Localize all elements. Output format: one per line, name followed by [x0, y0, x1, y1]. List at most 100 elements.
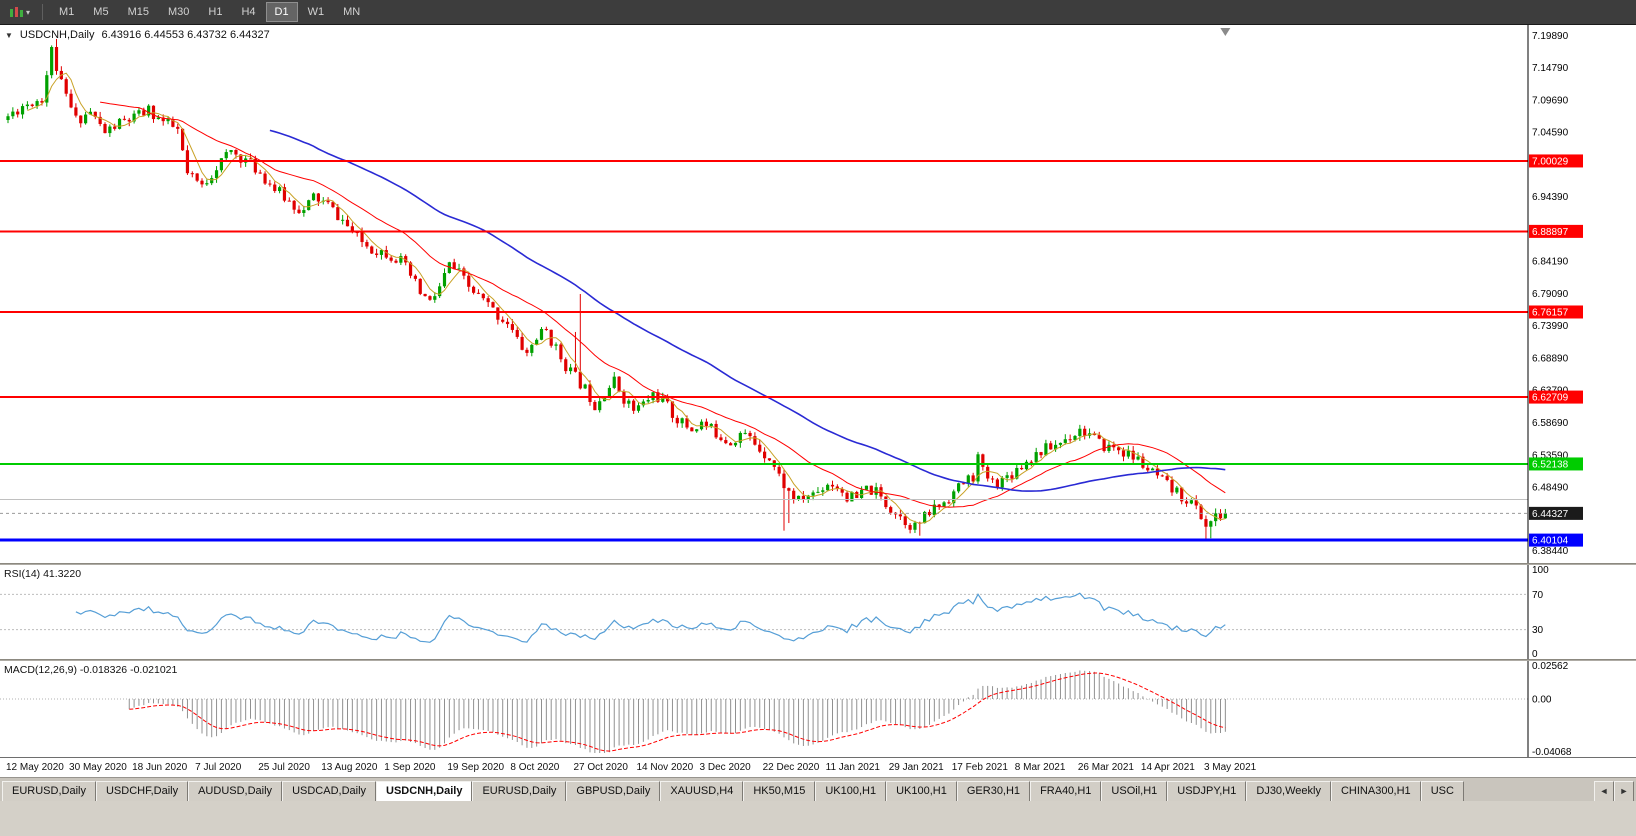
date-label: 25 Jul 2020: [258, 762, 310, 773]
price-tick-label: 6.68890: [1532, 353, 1569, 364]
chart-tab-usdchf-daily[interactable]: USDCHF,Daily: [95, 781, 189, 801]
date-label: 7 Jul 2020: [195, 762, 242, 773]
date-label: 17 Feb 2021: [951, 762, 1008, 773]
chart-tab-fra40-h1[interactable]: FRA40,H1: [1030, 781, 1102, 801]
price-tick-label: 7.09690: [1532, 95, 1569, 106]
rsi-panel: 100 70 30 0 RSI(14) 41.3220: [0, 565, 1636, 659]
chart-tab-usc[interactable]: USC: [1420, 781, 1464, 801]
timeframe-w1[interactable]: W1: [307, 6, 325, 18]
date-label: 13 Aug 2020: [321, 762, 378, 773]
macd-histogram: [128, 670, 1226, 753]
date-label: 18 Jun 2020: [132, 762, 188, 773]
timeframe-mn[interactable]: MN: [343, 6, 361, 18]
date-label: 14 Nov 2020: [636, 762, 694, 773]
chart-tab-china300-h1[interactable]: CHINA300,H1: [1330, 781, 1421, 801]
chart-tab-bar: EURUSD,Daily USDCHF,Daily AUDUSD,Daily USDC…: [0, 777, 1636, 801]
chart-type-dropdown[interactable]: ▾: [4, 3, 35, 21]
price-badge: [1529, 533, 1583, 547]
chart-stack: 7.19890 7.14790 7.09690 7.04590 6.94390 6.841…: [0, 24, 1636, 777]
chart-tab-usdcad-daily[interactable]: USDCAD,Daily: [282, 781, 377, 801]
timeframe-m15[interactable]: M15: [127, 6, 149, 18]
chart-tab-usdcnh-daily[interactable]: USDCNH,Daily: [376, 781, 473, 801]
price-badge: [1529, 457, 1583, 471]
date-label: 26 Mar 2021: [1077, 762, 1134, 773]
date-label: 8 Mar 2021: [1014, 762, 1066, 773]
price-tick-label: 6.94390: [1532, 192, 1569, 203]
timeframe-group: M1 M5 M15 M30 H1 H4 D1 W1 MN: [50, 2, 369, 22]
price-badge: [1529, 506, 1583, 520]
main-price-chart[interactable]: 7.19890 7.14790 7.09690 7.04590 6.94390 6.841…: [0, 25, 1636, 563]
panel-splitter[interactable]: [0, 563, 1636, 565]
price-tick-label: 6.48490: [1532, 483, 1569, 494]
chart-tab-uk100-h1[interactable]: UK100,H1: [815, 781, 887, 801]
date-label: 22 Dec 2020: [762, 762, 820, 773]
moving-average-5[interactable]: [27, 72, 1226, 524]
date-label: 3 May 2021: [1203, 762, 1257, 773]
rsi-indicator-chart[interactable]: 100 70 30 0: [0, 565, 1636, 659]
tab-scroll-right-icon[interactable]: ►: [1614, 781, 1634, 801]
rsi-tick-label: 0: [1532, 649, 1538, 659]
chart-tab-uk100-h1[interactable]: UK100,H1: [886, 781, 957, 801]
date-label: 14 Apr 2021: [1140, 762, 1195, 773]
date-label: 19 Sep 2020: [447, 762, 505, 773]
price-tick-label: 6.53590: [1532, 450, 1569, 461]
chart-tab-usdjpy-h1[interactable]: USDJPY,H1: [1167, 781, 1247, 801]
chevron-down-icon: ▾: [26, 7, 31, 17]
date-label: 30 May 2020: [69, 762, 127, 773]
price-badge: [1529, 154, 1583, 168]
price-badge: [1529, 390, 1583, 404]
chart-tab-audusd-daily[interactable]: AUDUSD,Daily: [188, 781, 283, 801]
chart-tab-hk50-m15[interactable]: HK50,M15: [743, 781, 816, 801]
macd-indicator-chart[interactable]: 0.02562 0.00 -0.04068: [0, 661, 1636, 757]
macd-tick-label: -0.04068: [1532, 747, 1572, 757]
price-badge-label: 6.76157: [1532, 307, 1569, 318]
chart-tab-gbpusd-daily[interactable]: GBPUSD,Daily: [566, 781, 661, 801]
price-tick-label: 6.38440: [1532, 546, 1569, 557]
toolbar: ▾ M1 M5 M15 M30 H1 H4 D1 W1 MN: [0, 0, 1636, 24]
date-label: 8 Oct 2020: [510, 762, 560, 773]
macd-tick-label: 0.02562: [1532, 661, 1569, 672]
timeframe-d1[interactable]: D1: [265, 2, 298, 22]
time-axis[interactable]: 12 May 2020 30 May 2020 18 Jun 2020 7 Jul 2…: [0, 757, 1636, 777]
chart-tab-usoil-h1[interactable]: USOil,H1: [1101, 781, 1168, 801]
macd-signal-line: [129, 672, 1226, 752]
price-tick-label: 6.84190: [1532, 257, 1569, 268]
main-chart-panel: 7.19890 7.14790 7.09690 7.04590 6.94390 6.841…: [0, 25, 1636, 563]
price-tick-label: 7.04590: [1532, 128, 1569, 139]
price-badge-label: 6.40104: [1532, 536, 1569, 547]
timeframe-m30[interactable]: M30: [167, 6, 190, 18]
timeframe-m5[interactable]: M5: [93, 6, 109, 18]
chart-tab-ger30-h1[interactable]: GER30,H1: [956, 781, 1031, 801]
price-tick-label: 6.58690: [1532, 418, 1569, 429]
chart-tab-xauusd-h4[interactable]: XAUUSD,H4: [660, 781, 744, 801]
date-label: 27 Oct 2020: [573, 762, 628, 773]
moving-average-55[interactable]: [269, 129, 1226, 492]
price-badge-label: 6.52138: [1532, 459, 1569, 470]
timeframe-h1[interactable]: H1: [208, 6, 223, 18]
date-label: 12 May 2020: [6, 762, 64, 773]
chart-tab-dj30-weekly[interactable]: DJ30,Weekly: [1246, 781, 1331, 801]
tab-scroll-left-icon[interactable]: ◄: [1594, 781, 1614, 801]
rsi-tick-label: 30: [1532, 625, 1544, 636]
candlestick-chart-icon: [10, 7, 23, 17]
rsi-tick-label: 100: [1532, 565, 1549, 576]
bottom-strip: [0, 801, 1636, 836]
price-badge: [1529, 305, 1583, 319]
rsi-line: [75, 592, 1226, 643]
toolbar-separator: [42, 4, 44, 20]
price-tick-label: 7.19890: [1532, 31, 1569, 42]
macd-tick-label: 0.00: [1532, 695, 1552, 706]
timeframe-m1[interactable]: M1: [59, 6, 75, 18]
panel-splitter[interactable]: [0, 659, 1636, 661]
macd-panel: 0.02562 0.00 -0.04068 MACD(12,26,9) -0.018…: [0, 661, 1636, 757]
date-label: 29 Jan 2021: [888, 762, 944, 773]
chart-shift-marker-icon[interactable]: [1220, 28, 1231, 36]
price-badge: [1529, 224, 1583, 238]
timeframe-h4[interactable]: H4: [241, 6, 256, 18]
price-tick-label: 7.14790: [1532, 63, 1569, 74]
chart-tab-eurusd-daily[interactable]: EURUSD,Daily: [472, 781, 567, 801]
rsi-tick-label: 70: [1532, 590, 1544, 601]
chart-tab-eurusd-daily[interactable]: EURUSD,Daily: [2, 781, 96, 801]
moving-average-20[interactable]: [100, 101, 1226, 508]
